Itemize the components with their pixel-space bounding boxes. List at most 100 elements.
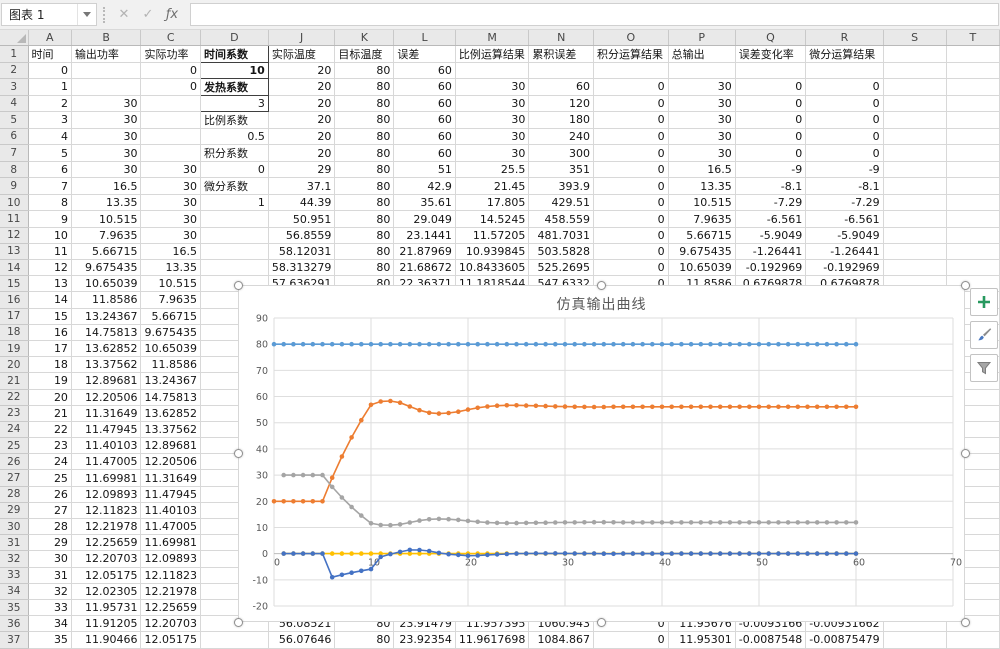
cell[interactable]: 60 <box>393 128 456 146</box>
cell[interactable]: 12.25659 <box>140 599 201 617</box>
row-header[interactable]: 23 <box>0 405 29 422</box>
cell[interactable]: 80 <box>334 95 395 112</box>
cell[interactable]: 240 <box>528 128 595 146</box>
cell[interactable] <box>883 631 947 649</box>
row-header[interactable]: 35 <box>0 599 29 617</box>
cell[interactable]: 20 <box>268 144 336 163</box>
cell[interactable]: 时间系数 <box>199 44 269 63</box>
chart-resize-handle[interactable] <box>596 280 606 290</box>
cell[interactable] <box>946 259 1000 277</box>
cell[interactable]: 458.559 <box>528 210 595 228</box>
cell[interactable]: 12 <box>28 259 72 277</box>
cell[interactable] <box>946 210 1000 228</box>
row-header[interactable]: 33 <box>0 567 29 584</box>
cell[interactable]: 0 <box>805 78 884 96</box>
cell[interactable]: 29 <box>268 161 336 179</box>
cell[interactable]: 11.8586 <box>71 291 142 309</box>
chart-elements-button[interactable] <box>970 288 998 316</box>
column-header[interactable]: N <box>528 30 595 46</box>
cell[interactable] <box>140 128 201 146</box>
cell[interactable]: 11.95301 <box>668 631 736 649</box>
cell[interactable]: 积分运算结果 <box>593 45 669 63</box>
row-header[interactable]: 27 <box>0 469 29 487</box>
cell[interactable] <box>946 631 1000 649</box>
row-header[interactable]: 15 <box>0 275 29 293</box>
cell[interactable]: 10.65039 <box>71 275 142 293</box>
row-header[interactable]: 37 <box>0 631 29 649</box>
cell[interactable] <box>200 243 269 261</box>
cell[interactable]: 12.20506 <box>140 453 201 471</box>
cell[interactable]: 12.20703 <box>71 550 142 568</box>
cell[interactable]: 0 <box>593 144 669 163</box>
row-header[interactable]: 30 <box>0 518 29 536</box>
cell[interactable]: 0 <box>805 111 884 129</box>
cell[interactable]: 目标温度 <box>334 45 395 63</box>
cell[interactable] <box>883 259 947 277</box>
row-header[interactable]: 28 <box>0 486 29 503</box>
cell[interactable]: 20 <box>268 95 336 112</box>
cell[interactable]: 12.05175 <box>71 567 142 584</box>
cell[interactable]: 17 <box>28 340 72 358</box>
cell[interactable]: 10.939845 <box>455 243 530 261</box>
cell[interactable]: 11.95731 <box>71 599 142 617</box>
cell[interactable]: 17.805 <box>455 194 530 212</box>
cell[interactable]: 23.1441 <box>393 227 456 244</box>
cell[interactable]: -7.29 <box>805 194 884 212</box>
cell[interactable]: 14.75813 <box>71 324 142 341</box>
cell[interactable] <box>883 45 947 63</box>
cell[interactable]: 7 <box>28 177 72 196</box>
cell[interactable]: 18 <box>28 356 72 374</box>
cell[interactable]: 33 <box>28 599 72 617</box>
row-header[interactable]: 12 <box>0 227 29 244</box>
cell[interactable] <box>883 78 947 96</box>
cell[interactable]: 9.675435 <box>71 259 142 277</box>
cell[interactable]: -8.1 <box>735 177 807 196</box>
column-header[interactable]: B <box>71 30 142 46</box>
cell[interactable]: 11.9617698 <box>455 631 530 649</box>
cell[interactable]: 0 <box>593 161 669 179</box>
insert-function-button[interactable]: ƒx <box>160 3 184 26</box>
cell[interactable]: 16.5 <box>140 243 201 261</box>
cell[interactable]: 14.75813 <box>140 389 201 406</box>
row-header[interactable]: 25 <box>0 437 29 455</box>
cell[interactable]: 5.66715 <box>71 243 142 261</box>
cell[interactable]: 10.515 <box>140 275 201 293</box>
cell[interactable]: 16 <box>28 324 72 341</box>
cell[interactable]: 21.87969 <box>393 243 456 261</box>
name-box[interactable]: 图表 1 <box>1 3 97 26</box>
row-header[interactable]: 32 <box>0 550 29 568</box>
cell[interactable] <box>528 62 595 79</box>
cell[interactable]: -0.192969 <box>735 259 807 277</box>
cell[interactable]: 误差变化率 <box>735 45 807 63</box>
cell[interactable] <box>946 177 1000 196</box>
cell[interactable]: 0 <box>28 62 72 79</box>
cell[interactable] <box>946 243 1000 261</box>
cell[interactable]: 0 <box>140 62 201 79</box>
cell[interactable]: 实际温度 <box>268 45 336 63</box>
cell[interactable]: 80 <box>334 161 395 179</box>
cell[interactable]: 11.69981 <box>71 469 142 487</box>
chart-style-button[interactable] <box>970 321 998 349</box>
cell[interactable] <box>946 227 1000 244</box>
cell[interactable]: 0 <box>805 95 884 112</box>
cell[interactable]: 7.9635 <box>71 227 142 244</box>
cell[interactable]: 11.69981 <box>140 534 201 552</box>
cell[interactable]: 7.9635 <box>668 210 736 228</box>
cell[interactable]: 80 <box>334 144 395 163</box>
cell[interactable]: 56.07646 <box>268 631 336 649</box>
cell[interactable]: 58.12031 <box>268 243 336 261</box>
cell[interactable]: 11.90466 <box>71 631 142 649</box>
row-header[interactable]: 6 <box>0 128 29 146</box>
cell[interactable]: -9 <box>805 161 884 179</box>
cell[interactable] <box>200 210 269 228</box>
cell[interactable]: -5.9049 <box>805 227 884 244</box>
cell[interactable]: 30 <box>455 111 530 129</box>
row-header[interactable]: 3 <box>0 78 29 96</box>
cell[interactable]: 19 <box>28 372 72 390</box>
cell[interactable]: 11.47005 <box>71 453 142 471</box>
cell[interactable] <box>946 111 1000 129</box>
cell[interactable] <box>883 177 947 196</box>
cell[interactable]: 10.515 <box>71 210 142 228</box>
chart-resize-handle[interactable] <box>960 280 970 290</box>
cell[interactable]: 5.66715 <box>140 308 201 325</box>
